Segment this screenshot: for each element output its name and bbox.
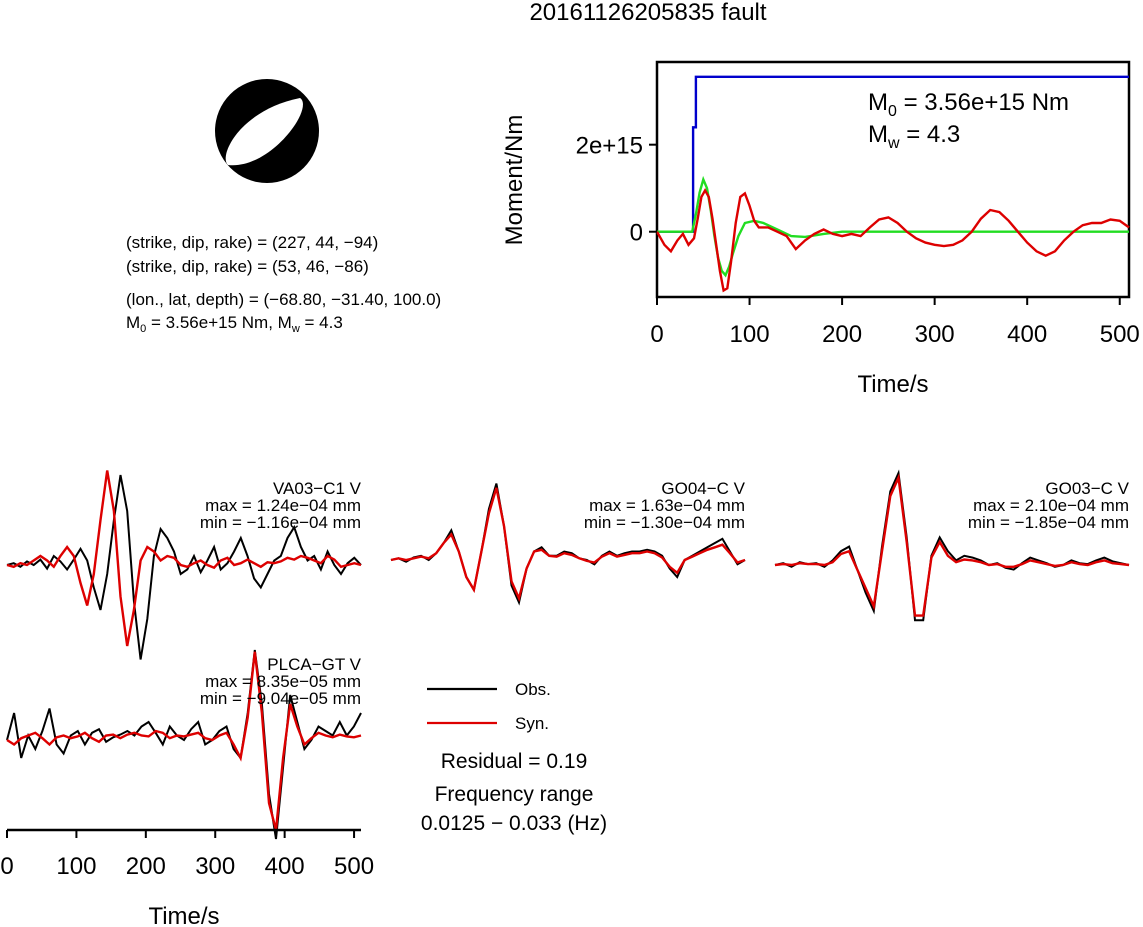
moment-y-tick-label: 2e+15 — [576, 133, 643, 160]
frequency-range-title: Frequency range — [435, 783, 594, 806]
min-amplitude: min = −1.30e−04 mm — [584, 513, 745, 532]
max-amplitude: max = 1.24e−04 mm — [205, 496, 361, 515]
nodal-plane-1: (strike, dip, rake) = (227, 44, −94) — [126, 233, 378, 252]
hypocenter-location: (lon., lat, depth) = (−68.80, −31.40, 10… — [126, 290, 441, 309]
moment-y-ticks: 0 2e+15 — [576, 133, 657, 247]
residual-label: Residual = 0.19 — [441, 750, 588, 773]
moment-x-tick-label: 400 — [1007, 321, 1047, 348]
moment-mw-annotation: Mw = 4.3 — [868, 121, 960, 152]
max-amplitude: max = 2.10e−04 mm — [973, 496, 1129, 515]
observed-trace — [6, 474, 362, 660]
synthetic-trace — [6, 651, 362, 831]
waveform-x-tick-label: 200 — [126, 853, 166, 880]
min-amplitude: min = −1.16e−04 mm — [200, 513, 361, 532]
synthetic-trace — [390, 487, 746, 602]
moment-x-tick-label: 0 — [650, 321, 663, 348]
legend: Obs. Syn. Residual = 0.19 Frequency rang… — [421, 680, 607, 835]
moment-series-group — [655, 75, 1130, 293]
max-amplitude: max = 1.63e−04 mm — [589, 496, 745, 515]
min-amplitude: min = −9.04e−05 mm — [200, 689, 361, 708]
station-name: PLCA−GT V — [267, 655, 361, 674]
moment-x-tick-label: 200 — [822, 321, 862, 348]
observed-trace — [774, 469, 1130, 622]
moment-m0-annotation: M0 = 3.56e+15 Nm — [868, 89, 1069, 120]
station-name: VA03−C1 V — [273, 479, 362, 498]
waveform-x-tick-label: 300 — [195, 853, 235, 880]
moment-y-axis-label: Moment/Nm — [501, 115, 528, 246]
moment-x-tick-label: 100 — [730, 321, 770, 348]
legend-syn-label: Syn. — [515, 714, 549, 733]
moment-magnitude-summary: M0 = 3.56e+15 Nm, Mw = 4.3 — [126, 313, 343, 335]
page-title: 20161126205835 fault — [529, 0, 766, 26]
synthetic-trace — [6, 470, 362, 647]
moment-x-ticks: 0 100 200 300 400 500 — [650, 297, 1140, 348]
moment-series-2 — [655, 187, 1130, 293]
frequency-range-value: 0.0125 − 0.033 (Hz) — [421, 812, 607, 835]
legend-obs-label: Obs. — [515, 680, 551, 699]
focal-mechanism-beachball — [215, 79, 319, 183]
moment-x-tick-label: 500 — [1100, 321, 1140, 348]
waveform-x-axis: 0 100 200 300 400 500 Time/s — [0, 828, 374, 927]
waveform-x-tick-label: 500 — [334, 853, 374, 880]
moment-y-tick-label: 0 — [630, 220, 643, 247]
nodal-plane-2: (strike, dip, rake) = (53, 46, −86) — [126, 257, 369, 276]
moment-x-tick-label: 300 — [915, 321, 955, 348]
min-amplitude: min = −1.85e−04 mm — [968, 513, 1129, 532]
synthetic-trace — [774, 473, 1130, 617]
waveform-x-tick-label: 400 — [265, 853, 305, 880]
moment-rate-chart: 0 100 200 300 400 500 0 2e+15 Time/s Moment/Nm… — [501, 60, 1140, 398]
waveform-x-axis-label: Time/s — [148, 903, 219, 927]
moment-chart-frame — [655, 60, 1131, 299]
moment-series-1 — [657, 175, 1129, 278]
moment-x-axis-label: Time/s — [857, 371, 928, 398]
waveform-x-ticks: 0 100 200 300 400 500 — [0, 830, 374, 880]
station-name: GO04−C V — [661, 479, 745, 498]
waveform-x-tick-label: 100 — [56, 853, 96, 880]
waveform-x-tick-label: 0 — [0, 853, 13, 880]
max-amplitude: max = 8.35e−05 mm — [205, 672, 361, 691]
station-name: GO03−C V — [1045, 479, 1129, 498]
